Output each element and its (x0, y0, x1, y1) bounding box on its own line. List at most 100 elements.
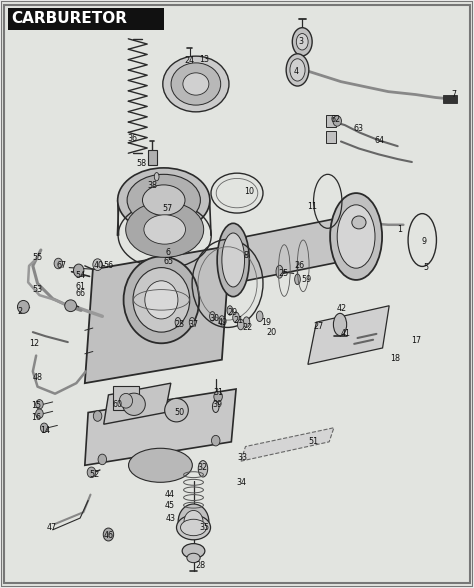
Text: 39: 39 (212, 400, 222, 409)
Ellipse shape (227, 306, 233, 315)
Text: 16: 16 (31, 413, 41, 422)
Ellipse shape (290, 59, 305, 81)
Text: 66: 66 (75, 289, 85, 299)
Ellipse shape (54, 258, 63, 269)
Bar (443, 95, 457, 103)
Bar (148, 151, 156, 165)
Bar (113, 386, 139, 410)
Ellipse shape (164, 399, 188, 422)
Text: 2: 2 (17, 307, 22, 316)
Ellipse shape (286, 54, 309, 86)
Text: 21: 21 (233, 316, 244, 325)
Text: 53: 53 (33, 285, 43, 294)
Text: 35: 35 (200, 523, 210, 532)
Ellipse shape (178, 504, 209, 539)
Ellipse shape (40, 423, 48, 432)
Ellipse shape (296, 34, 308, 50)
Text: 18: 18 (390, 354, 401, 363)
Text: 40: 40 (94, 261, 104, 270)
Ellipse shape (183, 73, 209, 95)
Ellipse shape (222, 233, 245, 287)
Ellipse shape (217, 223, 249, 296)
Ellipse shape (352, 216, 366, 229)
Text: 19: 19 (261, 318, 271, 327)
FancyBboxPatch shape (8, 8, 164, 30)
Text: CARBURETOR: CARBURETOR (11, 11, 127, 26)
Ellipse shape (123, 393, 146, 416)
Polygon shape (85, 246, 230, 383)
Ellipse shape (337, 205, 375, 268)
Ellipse shape (145, 281, 178, 319)
Text: 25: 25 (278, 269, 289, 278)
Text: 1: 1 (398, 225, 402, 234)
Text: 32: 32 (198, 463, 208, 472)
Ellipse shape (73, 264, 84, 277)
Ellipse shape (176, 515, 210, 540)
Text: 28: 28 (196, 560, 206, 570)
Ellipse shape (333, 116, 341, 126)
Text: 31: 31 (213, 388, 223, 397)
Text: 44: 44 (165, 490, 175, 499)
Text: 49: 49 (218, 318, 228, 327)
Ellipse shape (219, 316, 225, 325)
Text: 24: 24 (185, 56, 195, 65)
Ellipse shape (237, 319, 244, 330)
Ellipse shape (256, 311, 263, 322)
Text: 17: 17 (411, 336, 422, 345)
Text: 34: 34 (237, 479, 247, 487)
Text: 3: 3 (298, 37, 303, 46)
Text: 43: 43 (166, 513, 176, 523)
Ellipse shape (36, 400, 43, 409)
Text: 5: 5 (423, 263, 428, 272)
Ellipse shape (144, 215, 185, 244)
Ellipse shape (103, 528, 114, 541)
Ellipse shape (276, 265, 283, 278)
Ellipse shape (184, 510, 203, 533)
Text: 22: 22 (243, 323, 253, 332)
Text: 13: 13 (199, 55, 209, 64)
Ellipse shape (18, 300, 29, 313)
Text: 61: 61 (75, 282, 85, 292)
Ellipse shape (214, 392, 222, 402)
Text: 27: 27 (313, 322, 323, 331)
Polygon shape (241, 427, 334, 461)
Text: 55: 55 (32, 253, 43, 262)
Ellipse shape (330, 193, 382, 280)
Polygon shape (232, 213, 364, 283)
Polygon shape (308, 306, 389, 365)
Text: 67: 67 (56, 261, 66, 270)
Text: 64: 64 (375, 136, 385, 145)
Ellipse shape (210, 312, 215, 321)
Text: 6: 6 (166, 249, 171, 258)
Text: 45: 45 (165, 500, 175, 510)
Text: 63: 63 (354, 124, 364, 133)
Text: 8: 8 (244, 252, 249, 260)
Text: 42: 42 (337, 304, 347, 313)
Ellipse shape (243, 317, 250, 328)
Ellipse shape (87, 467, 96, 477)
Ellipse shape (211, 435, 220, 446)
Text: 59: 59 (302, 275, 312, 284)
Text: 60: 60 (113, 400, 123, 409)
Ellipse shape (187, 553, 200, 563)
Text: 20: 20 (266, 328, 276, 336)
Ellipse shape (98, 454, 107, 465)
Text: 10: 10 (244, 187, 254, 196)
Ellipse shape (212, 401, 219, 413)
Text: 15: 15 (31, 401, 41, 410)
Ellipse shape (292, 28, 312, 56)
Ellipse shape (233, 312, 239, 323)
Text: 29: 29 (227, 308, 237, 318)
Ellipse shape (65, 300, 76, 312)
Ellipse shape (155, 172, 159, 181)
Text: 7: 7 (452, 90, 457, 99)
Text: 38: 38 (147, 181, 157, 190)
Text: 48: 48 (33, 373, 43, 382)
Text: 57: 57 (162, 205, 172, 213)
Text: 41: 41 (341, 329, 351, 338)
Text: 11: 11 (308, 202, 318, 211)
Ellipse shape (295, 274, 301, 285)
Text: 46: 46 (103, 531, 113, 540)
Text: 54: 54 (75, 270, 85, 280)
Text: 56: 56 (103, 261, 113, 270)
